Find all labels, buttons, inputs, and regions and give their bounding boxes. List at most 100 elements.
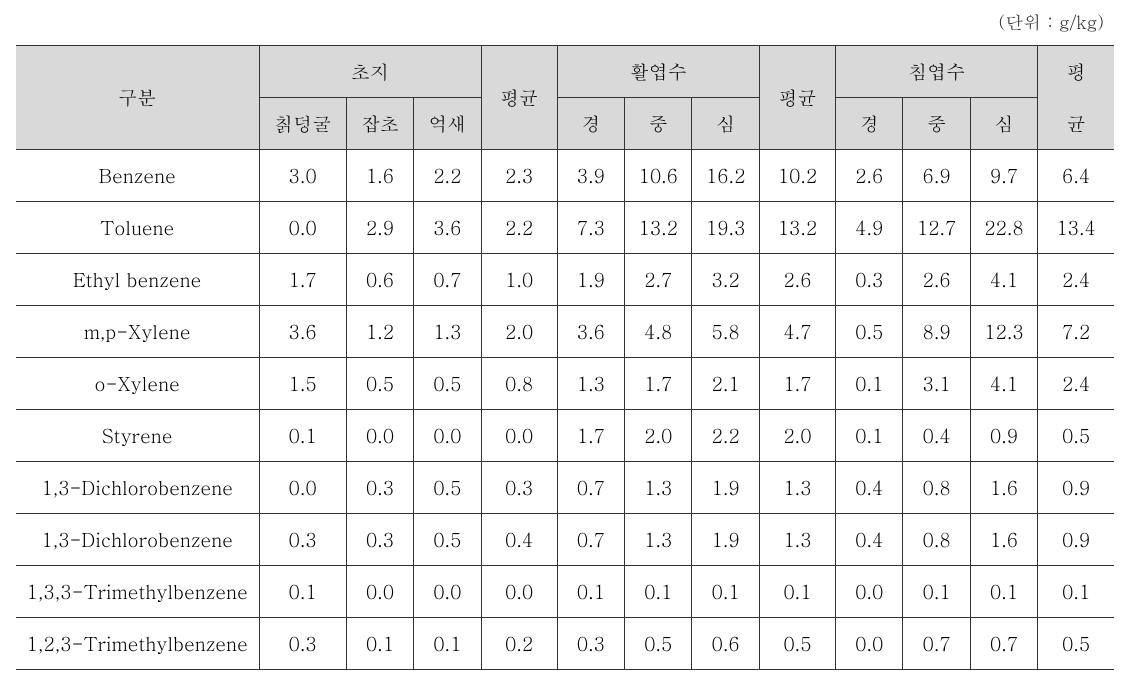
cell-value: 1.5 [259,358,346,410]
cell-value: 1.9 [692,462,759,514]
cell-value: 0.3 [346,514,413,566]
cell-value: 4.8 [625,306,692,358]
cell-value: 0.5 [1038,410,1114,462]
cell-value: 0.0 [259,462,346,514]
table-row: 1,3,3-Trimethylbenzene0.10.00.00.00.10.1… [16,566,1114,618]
row-label: 1,3,3-Trimethylbenzene [16,566,259,618]
cell-value: 0.0 [259,202,346,254]
cell-value: 0.1 [625,566,692,618]
cell-value: 2.0 [759,410,835,462]
unit-label: (단위 : g/kg) [16,10,1104,35]
cell-value: 0.3 [557,618,624,670]
cell-value: 0.1 [346,618,413,670]
cell-value: 0.5 [346,358,413,410]
cell-value: 0.9 [1038,462,1114,514]
cell-value: 0.1 [836,410,903,462]
cell-value: 2.2 [414,150,481,202]
cell-value: 0.9 [1038,514,1114,566]
cell-value: 2.4 [1038,254,1114,306]
cell-value: 2.6 [759,254,835,306]
cell-value: 12.3 [970,306,1037,358]
header-group-conifer: 침엽수 [836,46,1038,98]
cell-value: 3.1 [903,358,970,410]
cell-value: 2.6 [903,254,970,306]
cell-value: 1.9 [692,514,759,566]
header-group-grassland: 초지 [259,46,481,98]
table-row: Benzene3.01.62.22.33.910.616.210.22.66.9… [16,150,1114,202]
cell-value: 1.3 [414,306,481,358]
cell-value: 2.3 [481,150,557,202]
header-category: 구분 [16,46,259,150]
cell-value: 0.5 [625,618,692,670]
cell-value: 12.7 [903,202,970,254]
row-label: o-Xylene [16,358,259,410]
table-row: 1,3-Dichlorobenzene0.30.30.50.40.71.31.9… [16,514,1114,566]
cell-value: 1.3 [759,514,835,566]
cell-value: 0.1 [836,358,903,410]
cell-value: 0.0 [836,618,903,670]
cell-value: 0.1 [557,566,624,618]
cell-value: 7.3 [557,202,624,254]
cell-value: 2.9 [346,202,413,254]
cell-value: 0.3 [836,254,903,306]
cell-value: 1.7 [259,254,346,306]
cell-value: 0.8 [481,358,557,410]
cell-value: 0.3 [259,514,346,566]
cell-value: 4.9 [836,202,903,254]
table-body: Benzene3.01.62.22.33.910.616.210.22.66.9… [16,150,1114,670]
cell-value: 2.2 [692,410,759,462]
cell-value: 8.9 [903,306,970,358]
table-row: Styrene0.10.00.00.01.72.02.22.00.10.40.9… [16,410,1114,462]
cell-value: 0.2 [481,618,557,670]
cell-value: 0.0 [836,566,903,618]
cell-value: 0.1 [259,410,346,462]
cell-value: 0.1 [903,566,970,618]
table-row: 1,2,3-Trimethylbenzene0.30.10.10.20.30.5… [16,618,1114,670]
cell-value: 1.2 [346,306,413,358]
cell-value: 10.6 [625,150,692,202]
cell-value: 0.3 [346,462,413,514]
header-avg2: 평균 [759,46,835,150]
cell-value: 0.1 [414,618,481,670]
header-sub-silvergrass: 억새 [414,98,481,150]
cell-value: 0.5 [414,358,481,410]
header-avg3-top: 평 [1038,46,1114,98]
header-sub-med3: 중 [903,98,970,150]
table-row: o-Xylene1.50.50.50.81.31.72.11.70.13.14.… [16,358,1114,410]
header-sub-deep3: 심 [970,98,1037,150]
cell-value: 0.0 [481,410,557,462]
cell-value: 3.2 [692,254,759,306]
row-label: 1,2,3-Trimethylbenzene [16,618,259,670]
table-row: Toluene0.02.93.62.27.313.219.313.24.912.… [16,202,1114,254]
cell-value: 10.2 [759,150,835,202]
data-table: 구분 초지 평균 활엽수 평균 침엽수 평 칡덩굴 잡초 억새 경 중 심 경 … [16,45,1114,670]
row-label: Ethyl benzene [16,254,259,306]
cell-value: 2.0 [625,410,692,462]
cell-value: 2.6 [836,150,903,202]
cell-value: 1.3 [557,358,624,410]
header-sub-weed: 잡초 [346,98,413,150]
cell-value: 0.7 [970,618,1037,670]
cell-value: 0.0 [414,566,481,618]
cell-value: 1.6 [346,150,413,202]
cell-value: 6.4 [1038,150,1114,202]
cell-value: 16.2 [692,150,759,202]
cell-value: 0.1 [692,566,759,618]
cell-value: 0.3 [481,462,557,514]
row-label: 1,3-Dichlorobenzene [16,514,259,566]
cell-value: 1.3 [759,462,835,514]
cell-value: 0.4 [903,410,970,462]
cell-value: 2.7 [625,254,692,306]
cell-value: 1.6 [970,514,1037,566]
cell-value: 1.7 [625,358,692,410]
cell-value: 0.5 [414,514,481,566]
table-row: Ethyl benzene1.70.60.71.01.92.73.22.60.3… [16,254,1114,306]
cell-value: 13.4 [1038,202,1114,254]
cell-value: 0.7 [903,618,970,670]
cell-value: 2.0 [481,306,557,358]
cell-value: 3.6 [557,306,624,358]
cell-value: 0.4 [836,514,903,566]
table-row: 1,3-Dichlorobenzene0.00.30.50.30.71.31.9… [16,462,1114,514]
cell-value: 9.7 [970,150,1037,202]
cell-value: 0.0 [346,410,413,462]
